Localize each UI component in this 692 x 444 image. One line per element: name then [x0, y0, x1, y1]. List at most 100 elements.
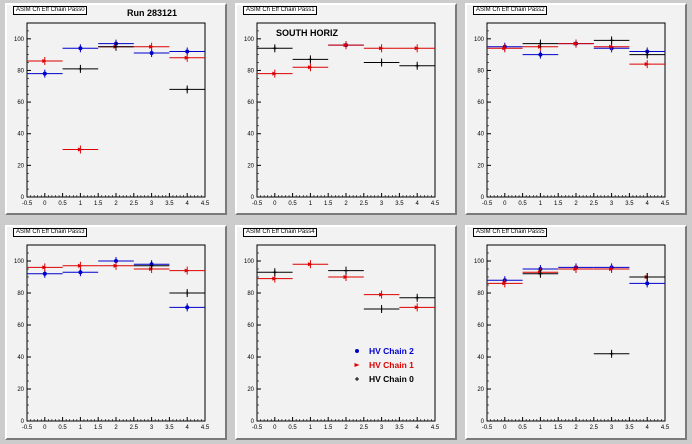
- stat-box: ASIM Ch Eff Chain Pass2: [473, 6, 547, 15]
- data-point-marker: [149, 51, 154, 56]
- data-point-marker: [414, 46, 420, 51]
- x-tick-label: 2: [574, 201, 578, 207]
- legend-marker: [354, 363, 360, 367]
- x-tick-label: 3.5: [395, 201, 404, 207]
- x-tick-label: 4: [416, 201, 420, 207]
- data-point-marker: [185, 87, 190, 92]
- data-point-marker: [609, 351, 614, 356]
- legend-marker: [355, 349, 359, 353]
- x-tick-label: 4: [646, 201, 650, 207]
- data-point-marker: [379, 292, 385, 297]
- x-tick-label: 2: [114, 201, 118, 207]
- data-point-marker: [272, 270, 277, 275]
- y-tick-label: 20: [247, 163, 254, 169]
- stat-box: ASIM Ch Eff Chain Pass1: [243, 6, 317, 15]
- data-point-marker: [307, 262, 313, 267]
- y-tick-label: 80: [247, 68, 254, 74]
- series: [487, 265, 665, 288]
- data-point-marker: [415, 63, 420, 68]
- data-point-marker: [149, 44, 155, 49]
- data-point-marker: [379, 60, 384, 65]
- y-tick-label: 100: [474, 37, 485, 43]
- y-tick-label: 0: [481, 419, 485, 425]
- y-tick-label: 80: [477, 68, 484, 74]
- y-tick-label: 20: [17, 387, 24, 393]
- y-tick-label: 60: [477, 323, 484, 329]
- x-tick-label: 0: [273, 425, 277, 431]
- legend-label: HV Chain 0: [369, 374, 414, 384]
- y-tick-label: 0: [251, 419, 255, 425]
- x-tick-label: 0: [503, 425, 507, 431]
- x-tick-label: 3.5: [625, 201, 634, 207]
- data-point-marker: [78, 270, 83, 275]
- series: [487, 39, 665, 69]
- legend: HV Chain 2 HV Chain 1 HV Chain 0: [354, 346, 414, 384]
- x-tick-label: 3.5: [165, 201, 174, 207]
- data-point-marker: [272, 71, 278, 76]
- pad-5: ASIM Ch Eff Chain Pass4 -0.5 0 0.5 1 1.5 2 2.5…: [235, 225, 457, 440]
- pad-1: ASIM Ch Eff Chain Pass0 -0.5 0 0.5 1 1.5 2 2.5…: [5, 3, 227, 215]
- series: [522, 269, 665, 358]
- y-tick-label: 60: [247, 323, 254, 329]
- series: [27, 42, 205, 154]
- data-point-marker: [77, 147, 83, 152]
- y-tick-label: 20: [477, 163, 484, 169]
- x-tick-label: 1: [539, 425, 543, 431]
- y-tick-label: 60: [477, 100, 484, 106]
- series: [62, 42, 205, 94]
- x-tick-label: 4: [646, 425, 650, 431]
- y-tick-label: 100: [244, 37, 255, 43]
- y-tick-label: 100: [14, 259, 25, 265]
- data-point-marker: [272, 276, 278, 281]
- x-tick-label: 2.5: [590, 425, 599, 431]
- data-point-marker: [77, 263, 83, 268]
- series: [257, 41, 435, 78]
- y-tick-label: 40: [17, 355, 24, 361]
- x-tick-label: 1.5: [324, 201, 333, 207]
- data-point-marker: [502, 46, 508, 51]
- stat-box: ASIM Ch Eff Chain Pass3: [13, 228, 87, 237]
- series: [27, 261, 205, 275]
- x-tick-label: 1.5: [324, 425, 333, 431]
- x-tick-label: 0: [273, 201, 277, 207]
- x-tick-label: 4.5: [661, 201, 670, 207]
- x-tick-label: -0.5: [22, 201, 33, 207]
- x-tick-label: 1: [309, 425, 313, 431]
- pad-6: ASIM Ch Eff Chain Pass5 -0.5 0 0.5 1 1.5 2 2.5…: [465, 225, 687, 440]
- data-point-marker: [149, 263, 154, 268]
- x-tick-label: 1.5: [554, 201, 563, 207]
- y-tick-label: 40: [477, 132, 484, 138]
- data-point-marker: [502, 281, 508, 286]
- x-tick-label: 1.5: [94, 425, 103, 431]
- x-tick-label: 2.5: [130, 425, 139, 431]
- data-point-marker: [42, 265, 48, 270]
- y-tick-label: 0: [481, 195, 485, 201]
- data-point-marker: [113, 263, 119, 268]
- x-tick-label: 4.5: [661, 425, 670, 431]
- data-point-marker: [42, 58, 48, 63]
- pad-2: ASIM Ch Eff Chain Pass1 -0.5 0 0.5 1 1.5 2 2.5…: [235, 3, 457, 215]
- x-tick-label: 1.5: [554, 425, 563, 431]
- y-tick-label: 20: [247, 387, 254, 393]
- y-tick-label: 20: [477, 387, 484, 393]
- x-tick-label: 2: [344, 201, 348, 207]
- data-point-marker: [609, 44, 615, 49]
- y-tick-label: 80: [477, 291, 484, 297]
- data-point-marker: [609, 267, 615, 271]
- x-tick-label: 0.5: [288, 425, 297, 431]
- data-point-marker: [78, 66, 83, 71]
- x-tick-label: -0.5: [482, 425, 493, 431]
- x-tick-label: 4.5: [201, 425, 210, 431]
- data-point-marker: [645, 281, 650, 286]
- x-tick-label: 3: [150, 425, 154, 431]
- data-point-marker: [415, 295, 420, 300]
- x-tick-label: 3: [150, 201, 154, 207]
- plot-2: -0.5 0 0.5 1 1.5 2 2.5 3 3.5 4 4.5020406080100SOUT…: [244, 22, 440, 207]
- x-tick-label: 1.5: [94, 201, 103, 207]
- x-tick-label: 0.5: [58, 201, 67, 207]
- stat-box: ASIM Ch Eff Chain Pass0: [13, 6, 87, 15]
- x-tick-label: 0: [43, 201, 47, 207]
- x-tick-label: 0.5: [58, 425, 67, 431]
- x-tick-label: -0.5: [22, 425, 33, 431]
